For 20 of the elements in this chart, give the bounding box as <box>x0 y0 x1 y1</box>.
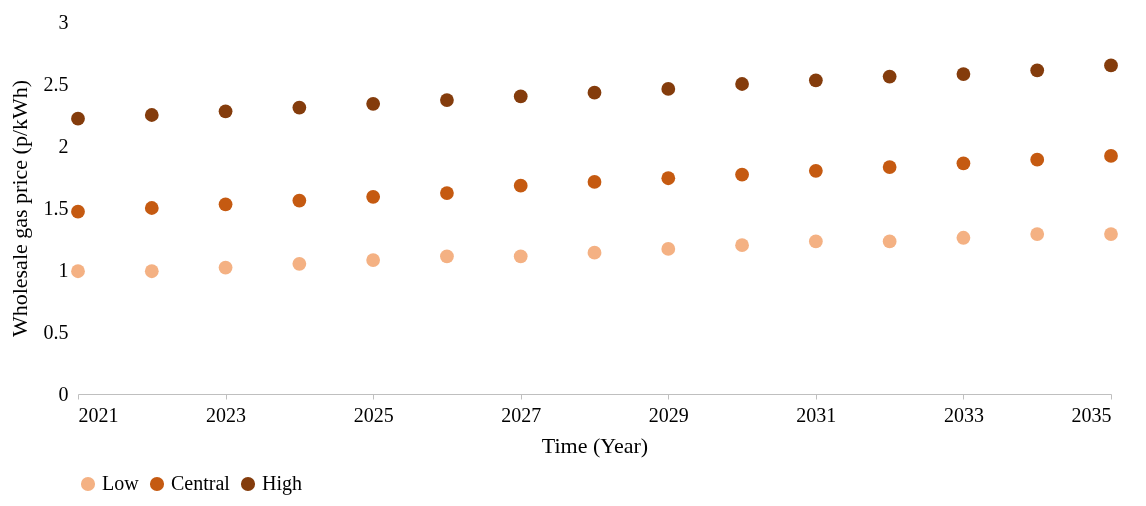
y-tick-label: 1 <box>58 258 69 281</box>
y-axis-title: Wholesale gas price (p/kWh) <box>6 79 32 338</box>
y-tick-label: 3 <box>58 10 69 33</box>
legend-label: Central <box>171 472 231 494</box>
x-tick-label: 2021 <box>78 403 119 426</box>
x-axis-title: Time (Year) <box>541 432 649 458</box>
x-tick-label: 2029 <box>648 403 689 426</box>
y-tick-label: 1.5 <box>43 196 69 219</box>
x-tick-label: 2025 <box>353 403 394 426</box>
x-tick-label: 2023 <box>206 403 247 426</box>
x-tick-label: 2031 <box>796 403 837 426</box>
y-tick-label: 0.5 <box>43 320 69 343</box>
y-tick-label: 2.5 <box>43 72 69 95</box>
x-tick-label: 2033 <box>943 403 984 426</box>
x-tick-label: 2035 <box>1071 403 1112 426</box>
x-tick-label: 2027 <box>501 403 542 426</box>
y-tick-label: 2 <box>58 134 69 157</box>
legend-label: High <box>262 472 302 495</box>
y-tick-label: 0 <box>58 382 69 405</box>
legend-label: Low <box>102 472 140 494</box>
